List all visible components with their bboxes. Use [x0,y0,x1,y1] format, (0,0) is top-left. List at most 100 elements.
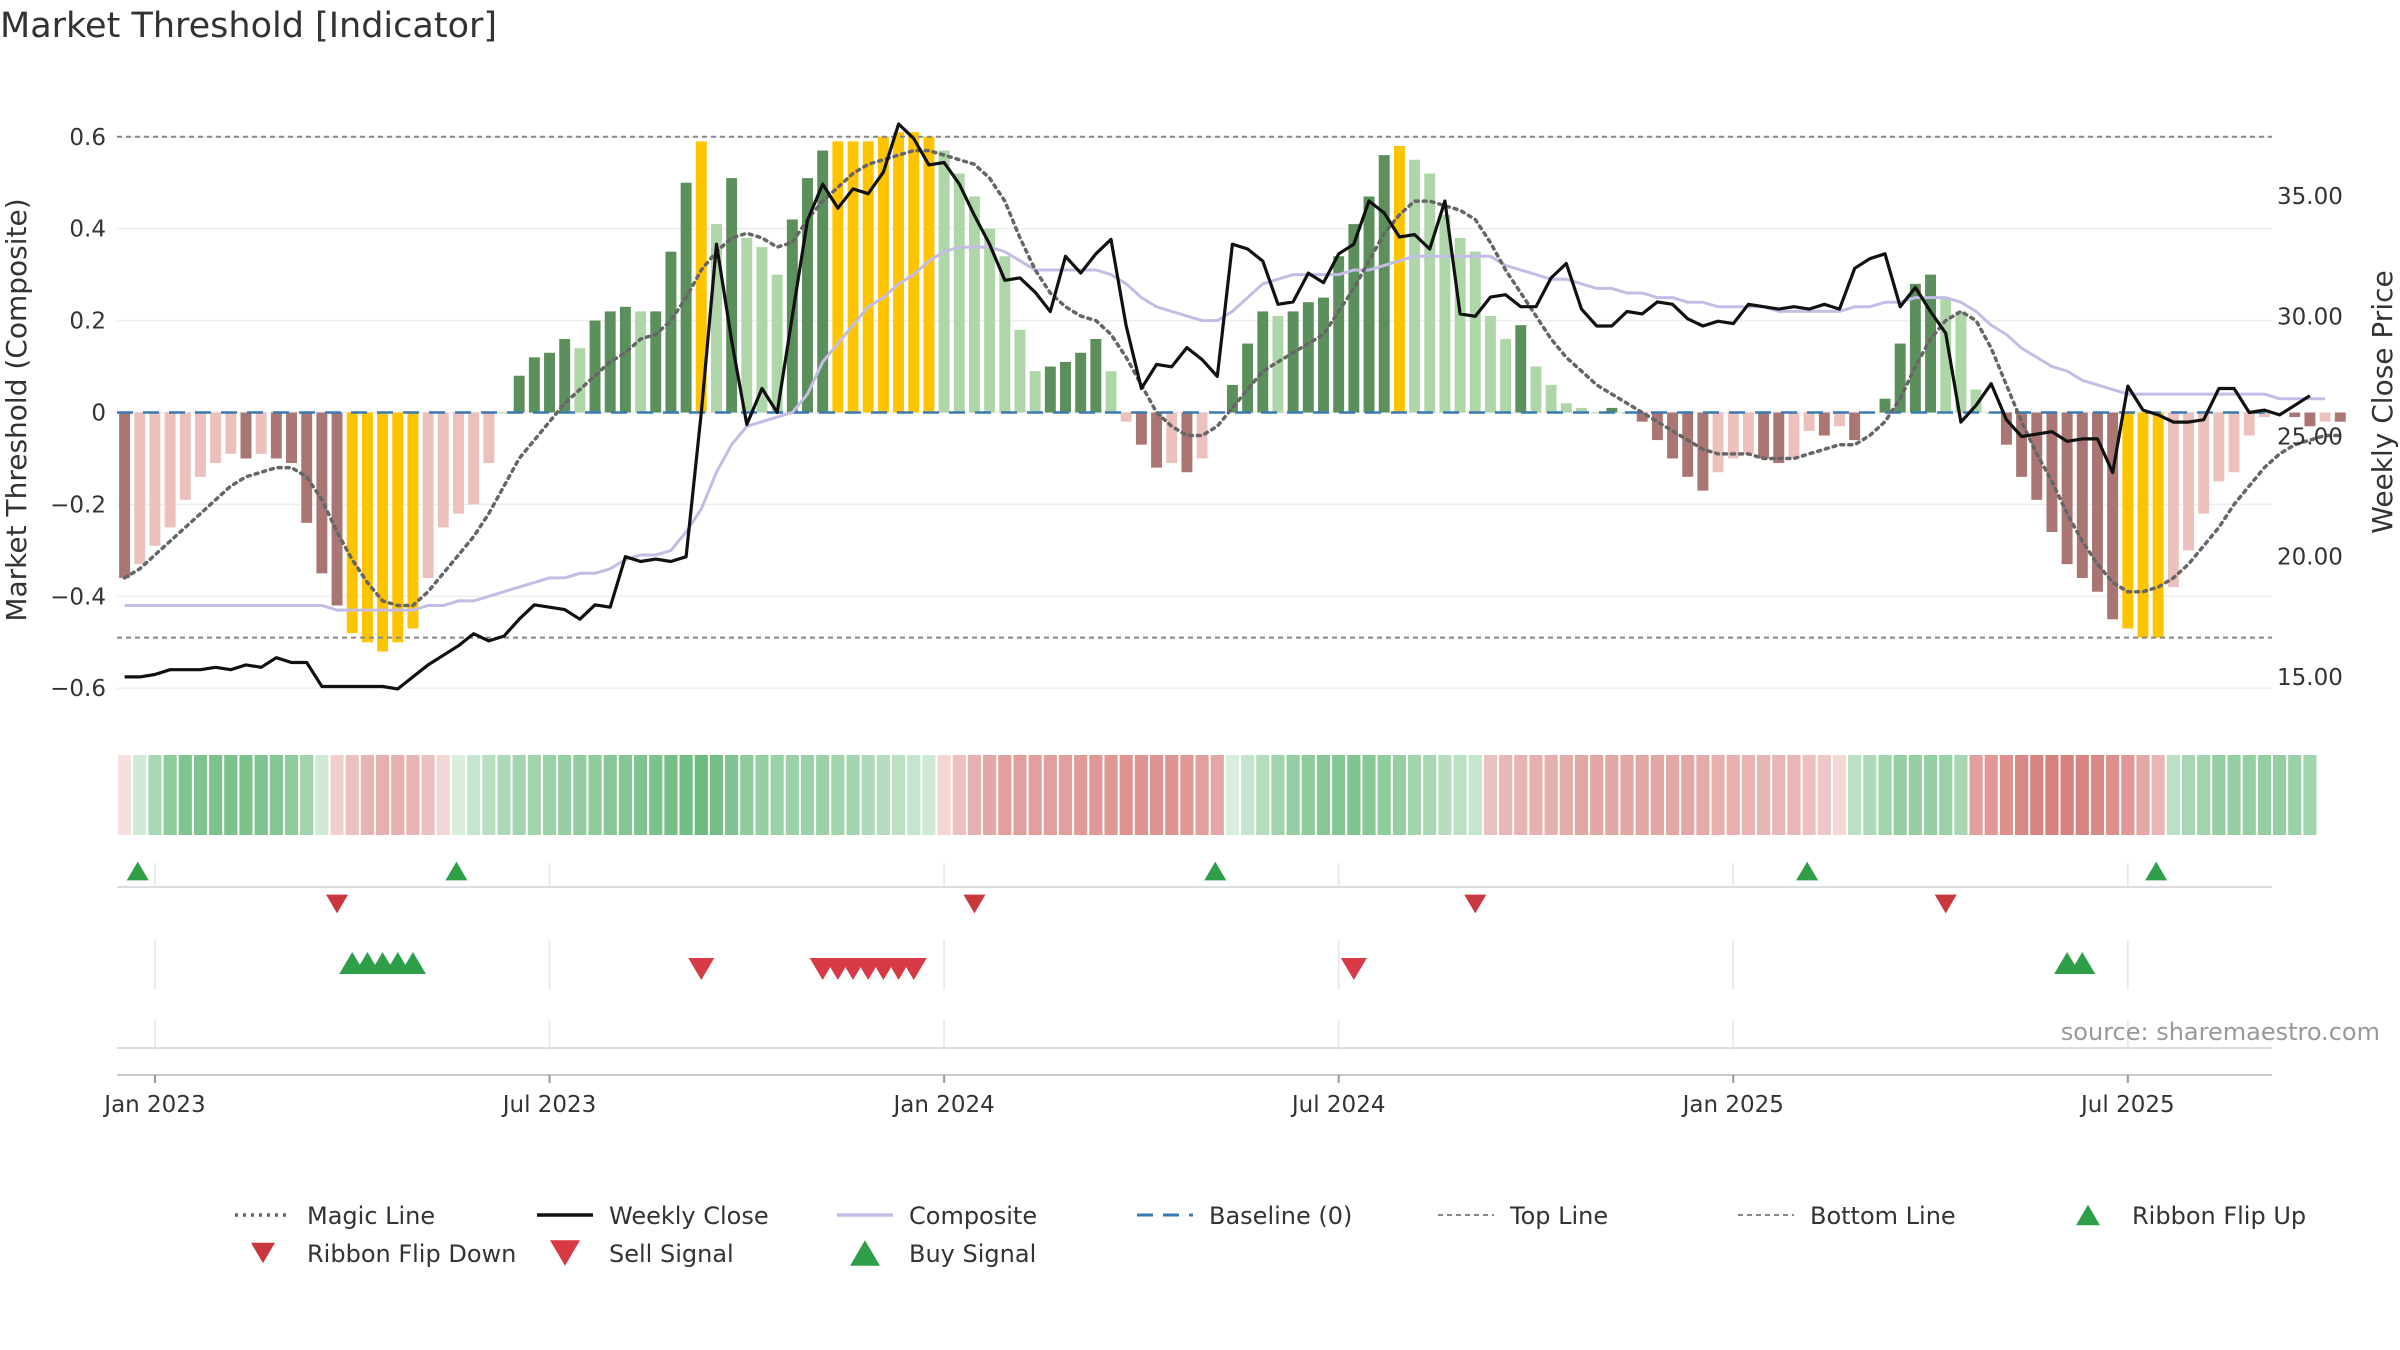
ribbon-cell-142 [2273,755,2287,835]
histogram-bar-46 [817,150,829,413]
ribbon-cell-127 [2045,755,2059,835]
y-right-tick-label: 35.00 [2277,184,2343,210]
histogram-bar-4 [179,412,191,500]
ribbon-cell-33 [618,755,632,835]
ribbon-cell-21 [436,755,450,835]
ribbon-cell-121 [1954,755,1968,835]
ribbon-cell-61 [1043,755,1057,835]
ribbon-cell-83 [1377,755,1391,835]
histogram-bar-135 [2167,412,2179,588]
histogram-bar-39 [710,224,722,413]
ribbon-cell-80 [1332,755,1346,835]
histogram-bar-125 [2016,412,2028,477]
ribbon-cell-88 [1453,755,1467,835]
legend-item-0: Magic Line [235,1202,435,1230]
histogram-bar-92 [1515,325,1527,413]
ribbon-cell-125 [2015,755,2029,835]
ribbon-cell-109 [1772,755,1786,835]
ribbon-cell-55 [952,755,966,835]
ribbon-cell-5 [193,755,208,835]
legend-label: Ribbon Flip Down [307,1240,516,1268]
y-left-tick-label: −0.6 [50,676,106,702]
ribbon-cell-112 [1817,755,1831,835]
ribbon-cell-25 [497,755,511,835]
histogram-bar-57 [984,228,996,413]
ribbon-cell-3 [163,755,177,835]
y-right-tick-label: 25.00 [2277,425,2343,451]
ribbon-cell-17 [375,755,390,835]
ribbon-cell-54 [937,755,951,835]
ribbon-cell-59 [1013,755,1027,835]
histogram-bar-101 [1651,412,1663,441]
histogram-bar-142 [2274,412,2286,414]
histogram-bar-25 [498,412,510,414]
legend-label: Sell Signal [609,1240,734,1268]
y-left-tick-label: −0.4 [50,584,106,610]
legend-swatch [850,1240,880,1266]
y-right-tick-label: 15.00 [2277,665,2343,691]
histogram-bar-19 [407,412,419,629]
histogram-bar-120 [1940,297,1952,413]
histogram-bar-17 [377,412,389,652]
ribbon-cell-90 [1483,755,1498,835]
ribbon-cell-133 [2136,755,2150,835]
ribbon-flip-down-marker [1934,894,1957,914]
histogram-bar-113 [1834,412,1845,427]
ribbon-strip [118,755,2317,835]
ribbon-cell-50 [876,755,890,835]
histogram-bar-107 [1742,412,1754,454]
histogram-bar-132 [2122,412,2134,629]
ribbon-cell-95 [1559,755,1573,835]
histogram-bar-114 [1849,412,1861,441]
ribbon-cell-9 [254,755,268,835]
ribbon-cell-19 [406,755,420,835]
ribbon-cell-6 [209,755,223,835]
ribbon-cell-58 [998,755,1012,835]
histogram-bar-91 [1500,338,1512,413]
ribbon-cell-62 [1058,755,1073,835]
ribbon-flip-down-marker [326,894,349,914]
ribbon-cell-86 [1423,755,1437,835]
ribbon-cell-60 [1028,755,1042,835]
histogram-bar-122 [1970,389,1982,413]
ribbon-cell-120 [1939,755,1953,835]
ribbon-cell-10 [269,755,283,835]
y-axis-right-title: Weekly Close Price [2366,270,2399,533]
ribbon-cell-123 [1984,755,1998,835]
ribbon-cell-70 [1180,755,1194,835]
ribbon-cell-8 [239,755,253,835]
series-lines [117,122,2343,691]
histogram-bar-146 [2334,412,2346,422]
ribbon-cell-134 [2151,755,2165,835]
legend-swatch [2076,1204,2100,1226]
histogram-bar-109 [1773,412,1785,464]
histogram-bar-24 [483,412,495,464]
histogram-bar-129 [2076,412,2088,578]
ribbon-cell-128 [2060,755,2074,835]
histogram-bar-45 [802,178,813,413]
histogram-bar-80 [1333,256,1345,413]
ribbon-cell-137 [2197,755,2211,835]
histogram-bar-13 [316,412,328,574]
ribbon-cell-78 [1301,755,1315,835]
y-left-tick-label: −0.2 [50,492,106,518]
weekly-close-line [124,122,2311,691]
ribbon-cell-36 [664,755,678,835]
histogram-bar-63 [1075,352,1087,413]
y-left-tick-label: 0.6 [69,125,106,151]
histogram-bar-74 [1242,343,1254,413]
histogram-bar-95 [1560,403,1572,413]
ribbon-cell-4 [178,755,192,835]
ribbon-cell-66 [1119,755,1133,835]
histogram-bar-88 [1454,237,1466,413]
ribbon-cell-0 [118,755,132,835]
histogram-bar-59 [1014,329,1026,413]
ribbon-cell-135 [2166,755,2180,835]
ribbon-cell-41 [740,755,754,835]
histogram-bar-52 [908,132,920,413]
ribbon-cell-104 [1696,755,1710,835]
ribbon-cell-97 [1590,755,1604,835]
ribbon-cell-111 [1802,755,1816,835]
histogram-bar-144 [2304,412,2316,427]
ribbon-cell-16 [360,755,374,835]
